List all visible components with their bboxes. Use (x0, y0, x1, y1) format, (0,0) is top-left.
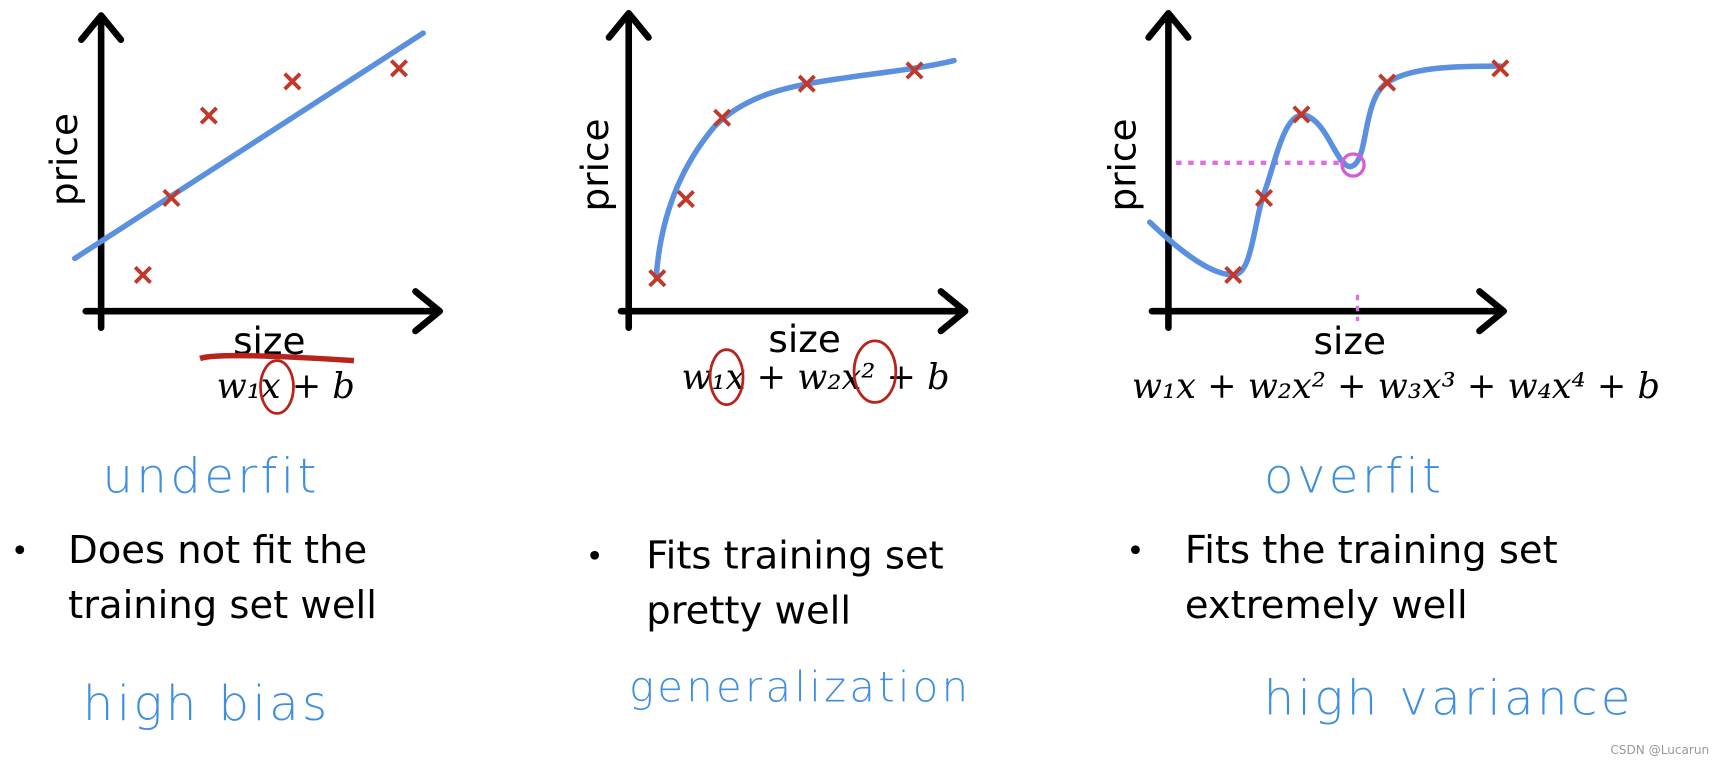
y-axis (1145, 10, 1192, 331)
circle-mark (708, 348, 745, 407)
y-axis-label: price (1100, 119, 1144, 212)
bullet-line: Does not fit the (68, 528, 367, 573)
panel-just-right: price size w₁x + w₂x² + b Fits training … (573, 10, 971, 711)
x-axis (1148, 288, 1507, 335)
strike-mark (199, 352, 355, 364)
bullet-line: pretty well (646, 588, 851, 633)
bullet-line: extremely well (1185, 583, 1468, 628)
data-points (1224, 59, 1510, 284)
y-axis-label: price (573, 119, 617, 212)
category-label: high bias (83, 676, 331, 732)
formula: w₁x + b (217, 366, 355, 407)
panel-underfit: price size w₁x + b underfit Does not fit… (15, 12, 443, 732)
fit-curve (1146, 63, 1504, 278)
x-axis (82, 288, 443, 335)
bullet-dot (590, 550, 600, 560)
x-axis-label: size (768, 317, 840, 361)
bullet-line: training set well (68, 583, 377, 628)
x-axis (617, 288, 969, 335)
watermark: CSDN @Lucarun (1610, 743, 1709, 757)
x-axis-label: size (1314, 319, 1386, 363)
fit-curve (653, 57, 957, 280)
circle-mark (1340, 152, 1366, 178)
bullet-dot (15, 545, 25, 555)
y-axis (78, 12, 125, 331)
circle-mark (852, 339, 898, 404)
bullet-line: Fits the training set (1185, 528, 1558, 573)
data-points (648, 61, 924, 288)
panel-overfit: price size w₁x + w₂x² + w₃x³ + w₄x⁴ + b … (1100, 10, 1660, 727)
fit-label: underfit (102, 449, 319, 505)
category-label: high variance (1264, 671, 1634, 727)
circle-mark (259, 359, 295, 415)
y-axis-label: price (42, 113, 86, 206)
bullet-line: Fits training set (646, 533, 943, 578)
formula: w₁x + w₂x² + w₃x³ + w₄x⁴ + b (1132, 366, 1660, 407)
data-points (133, 59, 409, 284)
fit-line (71, 30, 426, 262)
fit-label: overfit (1264, 449, 1444, 505)
bullet-dot (1131, 545, 1140, 555)
category-label: generalization (629, 662, 971, 711)
formula: w₁x + w₂x² + b (681, 357, 949, 398)
y-axis (605, 10, 652, 331)
